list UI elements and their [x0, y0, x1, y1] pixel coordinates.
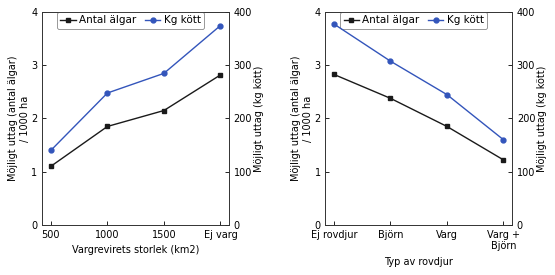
Antal älgar: [160, 109, 167, 112]
Antal älgar: [500, 158, 507, 161]
Antal älgar: [104, 125, 111, 128]
Line: Kg kött: Kg kött: [331, 21, 506, 142]
Kg kött: [500, 138, 507, 141]
Line: Antal älgar: Antal älgar: [331, 72, 506, 162]
Kg kött: [160, 72, 167, 75]
Line: Antal älgar: Antal älgar: [48, 73, 223, 169]
Kg kött: [443, 93, 450, 96]
Antal älgar: [48, 165, 54, 168]
Y-axis label: Möjligt uttag (kg kött): Möjligt uttag (kg kött): [254, 65, 264, 172]
Antal älgar: [443, 125, 450, 128]
Y-axis label: Möjligt uttag (antal älgar)
/ 1000 ha: Möjligt uttag (antal älgar) / 1000 ha: [8, 56, 30, 181]
Antal älgar: [331, 73, 337, 76]
Legend: Antal älgar, Kg kött: Antal älgar, Kg kött: [57, 12, 204, 29]
X-axis label: Typ av rovdjur: Typ av rovdjur: [384, 257, 453, 267]
X-axis label: Vargrevirets storlek (km2): Vargrevirets storlek (km2): [72, 245, 199, 255]
Antal älgar: [387, 97, 394, 100]
Line: Kg kött: Kg kött: [48, 23, 223, 153]
Y-axis label: Möjligt uttag (antal älgar)
/ 1000 ha: Möjligt uttag (antal älgar) / 1000 ha: [291, 56, 313, 181]
Kg kött: [387, 59, 394, 63]
Antal älgar: [217, 73, 224, 77]
Kg kött: [217, 24, 224, 27]
Kg kött: [48, 149, 54, 152]
Kg kött: [104, 91, 111, 95]
Y-axis label: Möjligt uttag (kg kött): Möjligt uttag (kg kött): [537, 65, 547, 172]
Legend: Antal älgar, Kg kött: Antal älgar, Kg kött: [340, 12, 487, 29]
Kg kött: [331, 22, 337, 26]
